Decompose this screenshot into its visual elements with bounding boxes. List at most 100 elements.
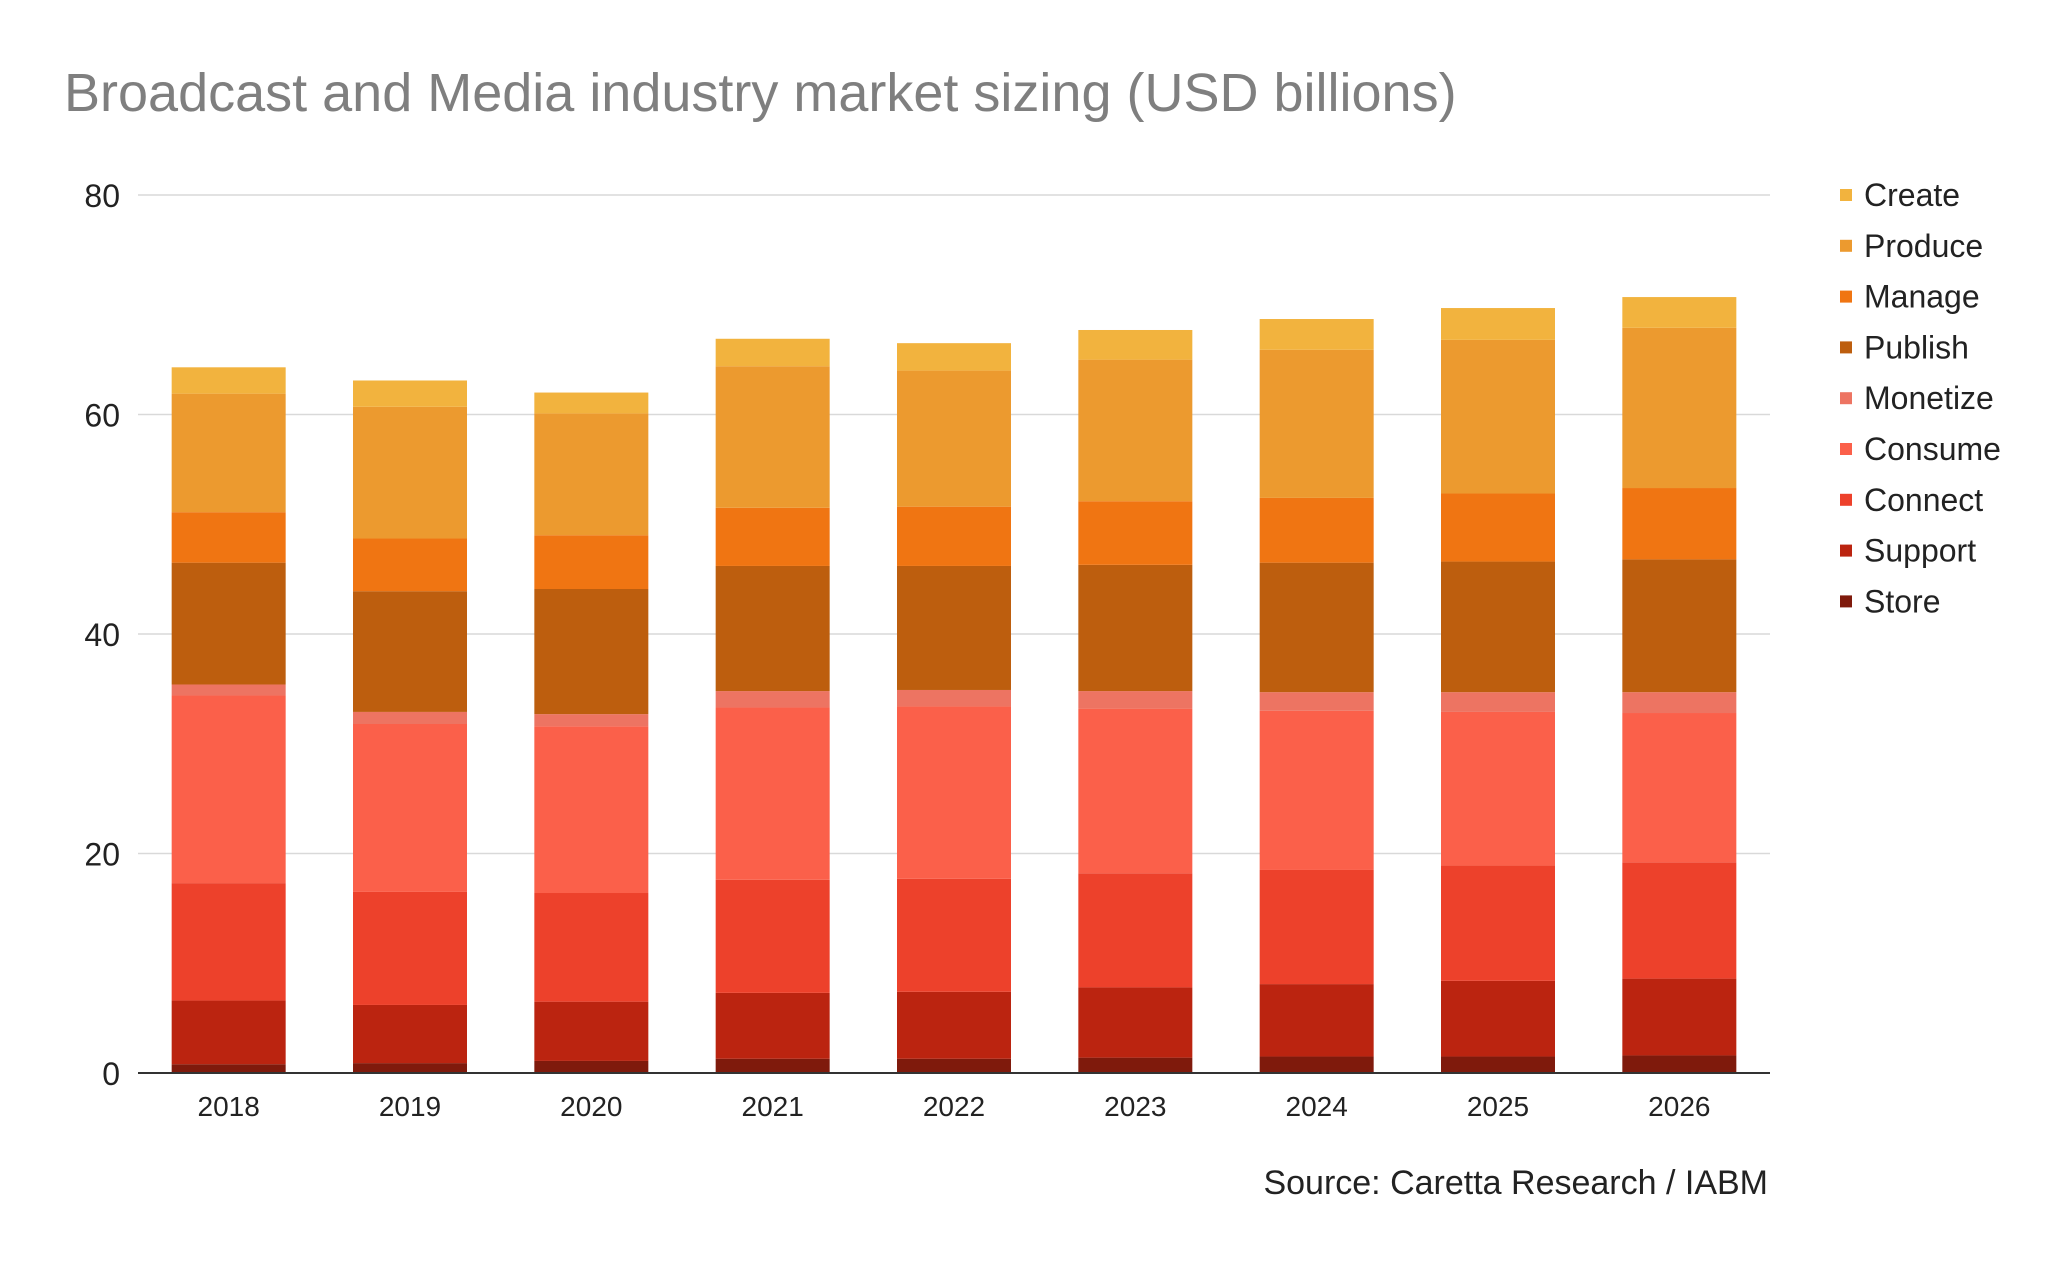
- bar-segment-produce-2020: [534, 413, 649, 536]
- bar-segment-create-2019: [353, 380, 467, 407]
- bar-segment-manage-2021: [715, 507, 830, 566]
- bar-segment-consume-2025: [1441, 711, 1555, 866]
- legend-swatch-consume: [1840, 443, 1852, 455]
- bar-segment-connect-2022: [897, 878, 1011, 992]
- bar-segment-connect-2019: [353, 891, 467, 1005]
- bar-segment-consume-2026: [1622, 713, 1737, 863]
- legend-swatch-connect: [1840, 493, 1852, 506]
- bar-segment-support-2021: [715, 992, 830, 1059]
- legend-swatch-manage: [1840, 290, 1852, 303]
- x-tick-label: 2018: [198, 1091, 260, 1122]
- bar-segment-create-2021: [715, 338, 830, 367]
- bar-segment-store-2022: [897, 1058, 1011, 1073]
- bar-segment-support-2024: [1259, 984, 1374, 1057]
- bar-segment-produce-2021: [715, 366, 830, 508]
- bar-segment-consume-2018: [171, 695, 286, 884]
- bars: [171, 297, 1737, 1073]
- legend-label-publish: Publish: [1864, 329, 1969, 365]
- bar-segment-support-2026: [1622, 978, 1737, 1056]
- bar-segment-connect-2021: [715, 879, 830, 993]
- bar-segment-consume-2021: [715, 707, 830, 880]
- bar-segment-connect-2018: [171, 883, 286, 1001]
- bar-segment-store-2019: [353, 1063, 467, 1073]
- y-tick-label: 20: [84, 837, 120, 873]
- legend-swatch-monetize: [1840, 392, 1852, 405]
- legend-swatch-support: [1840, 544, 1852, 557]
- bar-segment-consume-2020: [534, 726, 649, 894]
- bar-segment-store-2025: [1441, 1056, 1555, 1073]
- bar-segment-connect-2023: [1078, 873, 1193, 988]
- x-tick-label: 2023: [1104, 1091, 1166, 1122]
- x-tick-label: 2019: [379, 1091, 441, 1122]
- bar-segment-support-2020: [534, 1001, 649, 1061]
- bar-segment-manage-2020: [534, 535, 649, 590]
- source-note: Source: Caretta Research / IABM: [1263, 1164, 1768, 1202]
- bar-segment-monetize-2025: [1441, 692, 1555, 712]
- bar-segment-publish-2023: [1078, 564, 1193, 692]
- bar-segment-connect-2025: [1441, 865, 1555, 981]
- bar-segment-produce-2023: [1078, 359, 1193, 502]
- legend-label-produce: Produce: [1864, 228, 1983, 264]
- bar-segment-consume-2019: [353, 723, 467, 892]
- bar-segment-publish-2024: [1259, 562, 1374, 693]
- legend-label-support: Support: [1864, 533, 1976, 569]
- bar-segment-produce-2026: [1622, 327, 1737, 489]
- legend-swatch-produce: [1840, 239, 1852, 252]
- bar-segment-manage-2022: [897, 506, 1011, 566]
- bar-segment-monetize-2020: [534, 714, 649, 727]
- bar-segment-manage-2019: [353, 538, 467, 592]
- legend-label-create: Create: [1864, 177, 1960, 213]
- bar-segment-produce-2022: [897, 370, 1011, 507]
- bar-segment-store-2023: [1078, 1057, 1193, 1073]
- bar-segment-support-2025: [1441, 980, 1555, 1057]
- bar-segment-manage-2024: [1259, 497, 1374, 563]
- bar-segment-support-2023: [1078, 987, 1193, 1058]
- bar-segment-store-2021: [715, 1058, 830, 1073]
- y-tick-label: 0: [102, 1056, 120, 1092]
- bar-segment-store-2024: [1259, 1056, 1374, 1073]
- bar-segment-monetize-2021: [715, 691, 830, 708]
- bar-segment-consume-2022: [897, 706, 1011, 879]
- axes: 0 20 40 60 80 2018 2019 2020 2021 2022 2023 2024 202…: [84, 178, 1770, 1122]
- bar-segment-create-2024: [1259, 319, 1374, 350]
- bar-segment-publish-2021: [715, 565, 830, 692]
- legend-label-connect: Connect: [1864, 482, 1983, 518]
- legend-swatch-create: [1840, 189, 1852, 201]
- bar-segment-publish-2018: [171, 562, 286, 685]
- x-tick-label: 2024: [1286, 1091, 1348, 1122]
- legend-swatch-store: [1840, 595, 1852, 608]
- bar-segment-create-2025: [1441, 308, 1555, 340]
- x-tick-label: 2026: [1648, 1091, 1710, 1122]
- bar-segment-manage-2018: [171, 512, 286, 563]
- bar-segment-create-2026: [1622, 297, 1737, 328]
- legend-label-store: Store: [1864, 583, 1940, 619]
- chart-title: Broadcast and Media industry market sizi…: [64, 63, 1457, 123]
- y-tick-label: 80: [84, 178, 120, 214]
- bar-segment-publish-2020: [534, 589, 649, 715]
- bar-segment-publish-2022: [897, 565, 1011, 690]
- bar-segment-store-2026: [1622, 1055, 1737, 1073]
- y-tick-label: 60: [84, 398, 120, 434]
- bar-segment-create-2022: [897, 343, 1011, 371]
- bar-segment-produce-2019: [353, 406, 467, 539]
- bar-segment-manage-2025: [1441, 493, 1555, 562]
- bar-segment-connect-2026: [1622, 862, 1737, 979]
- bar-segment-monetize-2022: [897, 689, 1011, 707]
- bar-segment-publish-2025: [1441, 561, 1555, 693]
- bar-segment-create-2023: [1078, 329, 1193, 360]
- bar-segment-monetize-2019: [353, 711, 467, 724]
- y-tick-label: 40: [84, 617, 120, 653]
- bar-segment-support-2022: [897, 991, 1011, 1059]
- bar-segment-store-2018: [171, 1064, 286, 1073]
- bar-segment-consume-2023: [1078, 708, 1193, 874]
- bar-segment-monetize-2024: [1259, 692, 1374, 711]
- bar-segment-store-2020: [534, 1060, 649, 1073]
- x-tick-label: 2021: [742, 1091, 804, 1122]
- legend-label-manage: Manage: [1864, 279, 1980, 315]
- bar-segment-manage-2026: [1622, 488, 1737, 560]
- bar-segment-produce-2025: [1441, 339, 1555, 494]
- x-tick-label: 2025: [1467, 1091, 1529, 1122]
- bar-segment-consume-2024: [1259, 710, 1374, 870]
- legend: Create Produce Manage Publish Monetize Consum…: [1840, 177, 2001, 619]
